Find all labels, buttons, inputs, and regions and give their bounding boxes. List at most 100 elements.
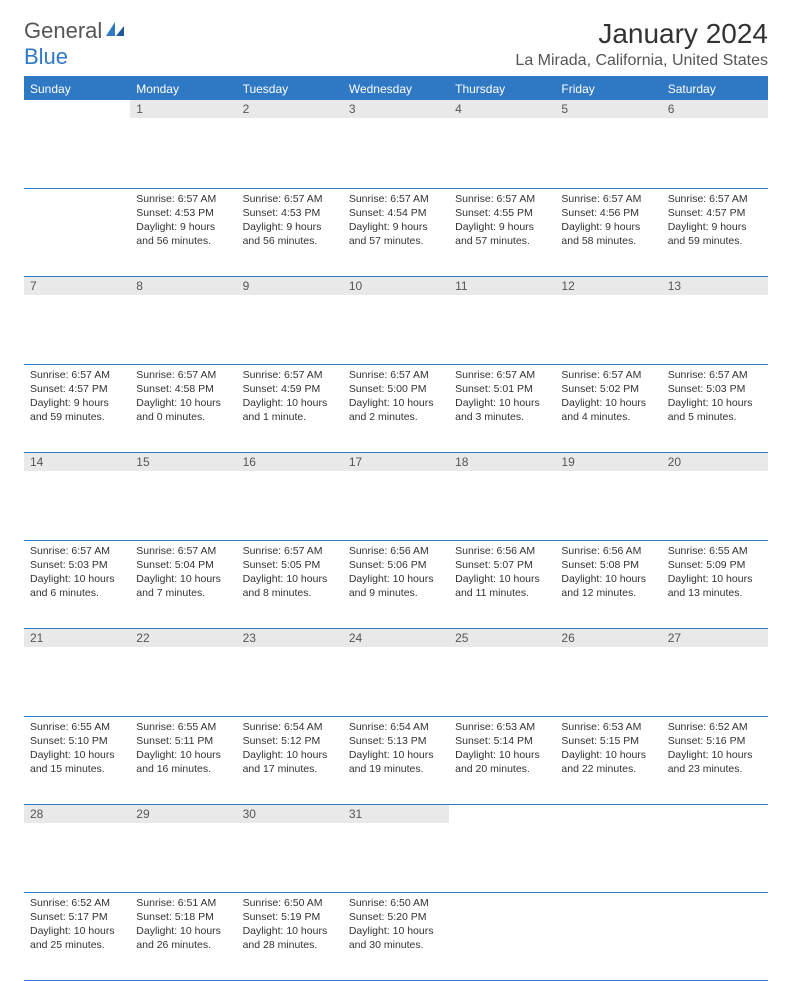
- weekday-header: Friday: [555, 77, 661, 100]
- sunset-text: Sunset: 5:19 PM: [243, 910, 337, 924]
- day-number-cell: 15: [130, 452, 236, 540]
- day-number-cell: 23: [237, 628, 343, 716]
- day-content-row: Sunrise: 6:57 AMSunset: 4:53 PMDaylight:…: [24, 188, 768, 276]
- day-number-cell: 8: [130, 276, 236, 364]
- day-number-cell: 17: [343, 452, 449, 540]
- day-cell: Sunrise: 6:55 AMSunset: 5:09 PMDaylight:…: [662, 540, 768, 628]
- day-number: 28: [24, 805, 130, 823]
- day-number-cell: 21: [24, 628, 130, 716]
- day-number: 1: [130, 100, 236, 118]
- day-number: 12: [555, 277, 661, 295]
- day-number-cell: 9: [237, 276, 343, 364]
- day-details: Sunrise: 6:57 AMSunset: 4:59 PMDaylight:…: [237, 365, 343, 431]
- day-cell: Sunrise: 6:55 AMSunset: 5:10 PMDaylight:…: [24, 716, 130, 804]
- sunrise-text: Sunrise: 6:51 AM: [136, 896, 230, 910]
- logo-text-blue: Blue: [24, 44, 68, 69]
- sunrise-text: Sunrise: 6:53 AM: [455, 720, 549, 734]
- day-number-cell: 2: [237, 100, 343, 188]
- day-details: Sunrise: 6:54 AMSunset: 5:12 PMDaylight:…: [237, 717, 343, 783]
- header: General Blue January 2024 La Mirada, Cal…: [24, 18, 768, 70]
- day-cell: Sunrise: 6:55 AMSunset: 5:11 PMDaylight:…: [130, 716, 236, 804]
- day-details: Sunrise: 6:57 AMSunset: 5:01 PMDaylight:…: [449, 365, 555, 431]
- sunset-text: Sunset: 5:15 PM: [561, 734, 655, 748]
- daylight-text: Daylight: 9 hours and 58 minutes.: [561, 220, 655, 248]
- sunset-text: Sunset: 5:13 PM: [349, 734, 443, 748]
- sunset-text: Sunset: 5:14 PM: [455, 734, 549, 748]
- sunrise-text: Sunrise: 6:57 AM: [561, 192, 655, 206]
- sunrise-text: Sunrise: 6:57 AM: [243, 192, 337, 206]
- day-number: 27: [662, 629, 768, 647]
- sunrise-text: Sunrise: 6:57 AM: [668, 368, 762, 382]
- day-number-cell: 30: [237, 804, 343, 892]
- day-number: 21: [24, 629, 130, 647]
- day-number-cell: 7: [24, 276, 130, 364]
- day-cell: Sunrise: 6:57 AMSunset: 4:56 PMDaylight:…: [555, 188, 661, 276]
- daylight-text: Daylight: 10 hours and 9 minutes.: [349, 572, 443, 600]
- daylight-text: Daylight: 10 hours and 16 minutes.: [136, 748, 230, 776]
- daylight-text: Daylight: 10 hours and 15 minutes.: [30, 748, 124, 776]
- day-number: 16: [237, 453, 343, 471]
- day-details: Sunrise: 6:57 AMSunset: 5:04 PMDaylight:…: [130, 541, 236, 607]
- day-number: 29: [130, 805, 236, 823]
- daylight-text: Daylight: 10 hours and 4 minutes.: [561, 396, 655, 424]
- sunrise-text: Sunrise: 6:57 AM: [243, 368, 337, 382]
- day-number: 7: [24, 277, 130, 295]
- day-number-cell: 19: [555, 452, 661, 540]
- daylight-text: Daylight: 10 hours and 12 minutes.: [561, 572, 655, 600]
- day-cell: Sunrise: 6:57 AMSunset: 5:01 PMDaylight:…: [449, 364, 555, 452]
- sunrise-text: Sunrise: 6:50 AM: [349, 896, 443, 910]
- day-number-cell: 12: [555, 276, 661, 364]
- day-content-row: Sunrise: 6:52 AMSunset: 5:17 PMDaylight:…: [24, 892, 768, 980]
- daylight-text: Daylight: 10 hours and 30 minutes.: [349, 924, 443, 952]
- day-number-cell: 5: [555, 100, 661, 188]
- sunrise-text: Sunrise: 6:57 AM: [455, 192, 549, 206]
- calendar-table: SundayMondayTuesdayWednesdayThursdayFrid…: [24, 76, 768, 981]
- day-number-cell: 24: [343, 628, 449, 716]
- day-details: Sunrise: 6:55 AMSunset: 5:11 PMDaylight:…: [130, 717, 236, 783]
- day-details: Sunrise: 6:57 AMSunset: 4:56 PMDaylight:…: [555, 189, 661, 255]
- day-number: 23: [237, 629, 343, 647]
- day-cell: [555, 892, 661, 980]
- sunrise-text: Sunrise: 6:57 AM: [243, 544, 337, 558]
- day-number: 26: [555, 629, 661, 647]
- day-details: Sunrise: 6:57 AMSunset: 4:53 PMDaylight:…: [237, 189, 343, 255]
- sunset-text: Sunset: 5:12 PM: [243, 734, 337, 748]
- day-cell: [449, 892, 555, 980]
- day-details: Sunrise: 6:52 AMSunset: 5:16 PMDaylight:…: [662, 717, 768, 783]
- sunrise-text: Sunrise: 6:55 AM: [136, 720, 230, 734]
- daylight-text: Daylight: 10 hours and 8 minutes.: [243, 572, 337, 600]
- day-number: 17: [343, 453, 449, 471]
- daylight-text: Daylight: 10 hours and 19 minutes.: [349, 748, 443, 776]
- day-number: 25: [449, 629, 555, 647]
- day-number: [555, 805, 661, 823]
- day-cell: Sunrise: 6:57 AMSunset: 4:59 PMDaylight:…: [237, 364, 343, 452]
- daylight-text: Daylight: 10 hours and 22 minutes.: [561, 748, 655, 776]
- day-cell: Sunrise: 6:57 AMSunset: 5:02 PMDaylight:…: [555, 364, 661, 452]
- sunrise-text: Sunrise: 6:50 AM: [243, 896, 337, 910]
- sunset-text: Sunset: 5:05 PM: [243, 558, 337, 572]
- sunset-text: Sunset: 5:20 PM: [349, 910, 443, 924]
- day-number-cell: 31: [343, 804, 449, 892]
- day-details: Sunrise: 6:57 AMSunset: 4:57 PMDaylight:…: [662, 189, 768, 255]
- day-cell: Sunrise: 6:57 AMSunset: 4:57 PMDaylight:…: [662, 188, 768, 276]
- sunrise-text: Sunrise: 6:57 AM: [30, 544, 124, 558]
- sunset-text: Sunset: 4:56 PM: [561, 206, 655, 220]
- daylight-text: Daylight: 9 hours and 59 minutes.: [668, 220, 762, 248]
- sunrise-text: Sunrise: 6:57 AM: [349, 368, 443, 382]
- day-number: 20: [662, 453, 768, 471]
- sunset-text: Sunset: 5:16 PM: [668, 734, 762, 748]
- daylight-text: Daylight: 10 hours and 20 minutes.: [455, 748, 549, 776]
- daylight-text: Daylight: 10 hours and 2 minutes.: [349, 396, 443, 424]
- day-number-cell: [24, 100, 130, 188]
- day-details: Sunrise: 6:56 AMSunset: 5:07 PMDaylight:…: [449, 541, 555, 607]
- sunrise-text: Sunrise: 6:57 AM: [136, 192, 230, 206]
- day-cell: Sunrise: 6:57 AMSunset: 4:53 PMDaylight:…: [130, 188, 236, 276]
- sunrise-text: Sunrise: 6:52 AM: [30, 896, 124, 910]
- daylight-text: Daylight: 10 hours and 0 minutes.: [136, 396, 230, 424]
- day-number-cell: 18: [449, 452, 555, 540]
- day-number: 19: [555, 453, 661, 471]
- day-cell: [24, 188, 130, 276]
- day-details: Sunrise: 6:57 AMSunset: 5:02 PMDaylight:…: [555, 365, 661, 431]
- daylight-text: Daylight: 10 hours and 6 minutes.: [30, 572, 124, 600]
- day-number-cell: [662, 804, 768, 892]
